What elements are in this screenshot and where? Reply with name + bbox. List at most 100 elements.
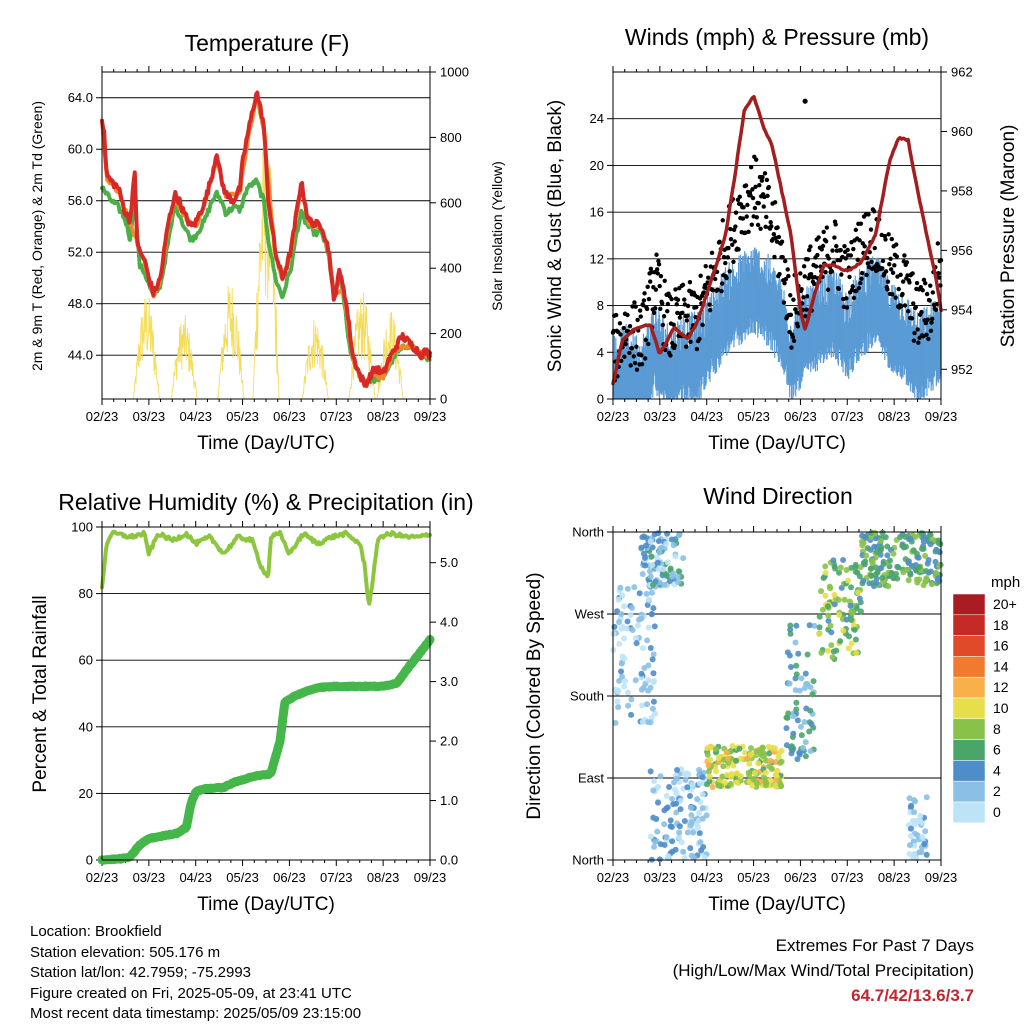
- wind-direction-point: [793, 662, 800, 669]
- wind-direction-point: [792, 687, 799, 694]
- wind-direction-point: [646, 568, 653, 575]
- wind-gust-point: [642, 291, 647, 296]
- wind-direction-point: [848, 584, 855, 591]
- wind-direction-point: [753, 748, 760, 755]
- humidity-xtick-label: 09/23: [414, 870, 447, 885]
- wind-gust-point: [886, 232, 891, 237]
- temperature-ytick-label: 56.0: [68, 193, 93, 208]
- wind-direction-point: [689, 781, 696, 788]
- wind-gust-point: [760, 174, 765, 180]
- direction-xtick-label: 06/23: [784, 870, 817, 885]
- wind-direction-point: [648, 714, 655, 721]
- wind-direction-point: [759, 744, 766, 751]
- wind-gust-point: [719, 288, 724, 294]
- humidity-y2tick-label: 5.0: [440, 555, 458, 570]
- wind-direction-point: [629, 604, 636, 611]
- wind-direction-point: [742, 749, 749, 756]
- wind-direction-point: [660, 566, 667, 573]
- wind-gust-point: [627, 350, 632, 356]
- wind-direction-point: [706, 773, 713, 780]
- wind-direction-point: [644, 637, 651, 644]
- wind-gust-point: [899, 303, 904, 309]
- wind-gust-point: [900, 279, 906, 284]
- wind-gust-point: [853, 227, 859, 233]
- wind-gust-point: [893, 295, 898, 300]
- wind-direction-point: [822, 569, 829, 576]
- temperature-panel: 44.0 48.0 52.0 56.0 60.0 64.0 0 200 400 600 800 100…: [29, 30, 505, 454]
- wind-direction-point: [647, 538, 654, 545]
- speed-colorbar: mph 20+ 18 16 14 12 10 8 6 4 2 0: [952, 574, 1020, 824]
- wind-direction-point: [921, 840, 928, 847]
- wind-direction-point: [928, 581, 935, 588]
- wind-direction-point: [687, 804, 694, 811]
- wind-direction-point: [853, 605, 860, 612]
- wind-direction-point: [793, 622, 800, 629]
- wind-gust-point: [789, 345, 794, 350]
- humidity-xlabel: Time (Day/UTC): [197, 894, 335, 915]
- solar-insolation-day: [301, 319, 329, 400]
- wind-direction-point: [674, 573, 681, 580]
- station-pressure-line: [611, 94, 943, 386]
- wind-gust-point: [655, 271, 660, 276]
- direction-xtick-label: 02/23: [597, 870, 630, 885]
- wind-gust-point: [915, 327, 920, 332]
- wind-direction-point: [816, 613, 823, 620]
- wind-direction-point: [801, 718, 808, 725]
- wind-gust-point: [668, 353, 673, 358]
- wind-direction-point: [648, 611, 655, 618]
- direction-title: Wind Direction: [703, 483, 853, 509]
- wind-gust-point: [858, 221, 864, 226]
- wind-direction-point: [636, 616, 643, 623]
- wind-gust-point: [933, 307, 939, 313]
- wind-direction-point: [699, 774, 706, 781]
- wind-gust-point: [753, 184, 758, 190]
- wind-direction-point: [835, 569, 842, 576]
- wind-gust-point: [777, 271, 782, 277]
- wind-direction-point: [765, 743, 772, 750]
- wind-gust-point: [746, 229, 751, 235]
- wind-gust-point: [728, 226, 733, 232]
- wind-direction-point: [684, 829, 691, 836]
- wind-gust-point: [728, 236, 734, 242]
- wind-gust-point: [709, 250, 715, 256]
- wind-direction-point: [860, 539, 867, 546]
- wind-gust-point: [801, 264, 807, 269]
- wind-direction-point: [902, 556, 909, 563]
- winds-ytick-label: 0: [597, 392, 604, 407]
- wind-direction-point: [647, 833, 654, 840]
- wind-gust-point: [830, 248, 835, 253]
- wind-direction-point: [661, 821, 668, 828]
- wind-direction-point: [747, 745, 754, 752]
- wind-gust-point: [834, 243, 839, 249]
- wind-direction-point: [869, 557, 876, 564]
- wind-gust-point: [730, 242, 735, 247]
- wind-gust-point: [909, 316, 915, 321]
- wind-direction-point: [890, 550, 897, 557]
- wind-direction-point: [704, 745, 711, 752]
- wind-direction-point: [808, 721, 815, 728]
- wind-gust-point: [844, 296, 849, 301]
- wind-gust-point: [654, 252, 659, 257]
- wind-direction-point: [666, 783, 673, 790]
- wind-gust-point: [641, 303, 646, 308]
- wind-direction-point: [795, 650, 802, 657]
- wind-direction-point: [767, 777, 774, 784]
- wind-direction-point: [656, 549, 663, 556]
- direction-xtick-label: 03/23: [644, 870, 677, 885]
- wind-direction-point: [819, 606, 826, 613]
- wind-gust-point: [820, 243, 826, 249]
- wind-direction-point: [615, 688, 622, 695]
- winds-ytick-label: 20: [590, 158, 604, 173]
- wind-direction-point: [736, 745, 743, 752]
- wind-direction-point: [690, 829, 697, 836]
- winds-y2tick-label: 952: [951, 362, 973, 377]
- wind-gust-point: [894, 242, 899, 247]
- humidity-ylabel: Percent & Total Rainfall: [30, 595, 51, 792]
- wind-direction-point: [688, 819, 695, 826]
- wind-direction-point: [651, 623, 658, 630]
- wind-gust-point: [871, 209, 877, 214]
- wind-direction-point: [751, 769, 758, 776]
- wind-direction-point: [867, 565, 874, 572]
- wind-direction-point: [817, 588, 824, 595]
- wind-direction-point: [900, 569, 907, 576]
